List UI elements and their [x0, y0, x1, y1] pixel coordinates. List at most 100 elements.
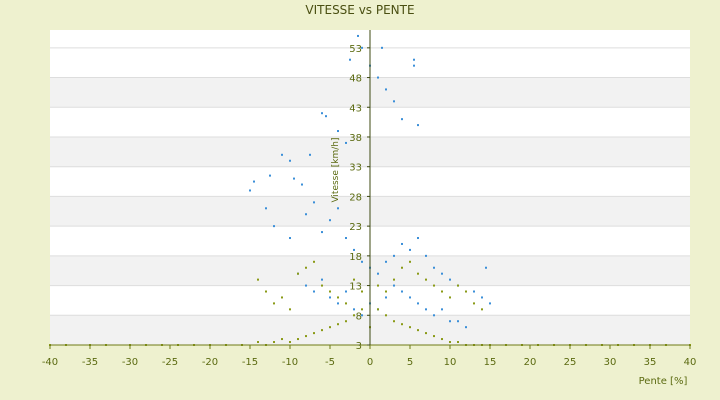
- scatter-point: [401, 266, 403, 269]
- y-tick-label: 43: [349, 103, 362, 114]
- scatter-point: [417, 272, 419, 275]
- scatter-point: [417, 329, 419, 332]
- scatter-point: [441, 272, 443, 275]
- scatter-point: [449, 278, 451, 281]
- scatter-point: [417, 237, 419, 240]
- scatter-point: [433, 266, 435, 269]
- scatter-point: [349, 58, 351, 61]
- scatter-point: [441, 290, 443, 293]
- scatter-point: [321, 112, 323, 115]
- scatter-point: [377, 308, 379, 311]
- x-tick-label: 35: [644, 357, 657, 368]
- scatter-point: [401, 290, 403, 293]
- scatter-point: [481, 296, 483, 299]
- scatter-point: [457, 284, 459, 287]
- scatter-point: [473, 302, 475, 305]
- scatter-point: [457, 320, 459, 323]
- scatter-point: [449, 320, 451, 323]
- y-tick-label: 8: [356, 311, 362, 322]
- x-tick-label: 5: [407, 357, 413, 368]
- scatter-point: [449, 341, 451, 344]
- scatter-point: [361, 290, 363, 293]
- scatter-point: [345, 237, 347, 240]
- x-tick-label: -35: [82, 357, 98, 368]
- scatter-point: [305, 266, 307, 269]
- scatter-point: [329, 296, 331, 299]
- scatter-point: [281, 296, 283, 299]
- scatter-point: [321, 278, 323, 281]
- y-tick-label: 33: [349, 163, 362, 174]
- x-tick-label: -40: [42, 357, 58, 368]
- scatter-point: [393, 278, 395, 281]
- y-tick-label: 28: [349, 192, 362, 203]
- scatter-point: [401, 323, 403, 326]
- scatter-point: [377, 272, 379, 275]
- scatter-point: [393, 320, 395, 323]
- scatter-point: [337, 130, 339, 133]
- scatter-point: [305, 213, 307, 216]
- y-axis-label: Vitesse [km/h]: [331, 137, 341, 202]
- scatter-point: [425, 278, 427, 281]
- scatter-point: [329, 290, 331, 293]
- scatter-point: [433, 335, 435, 338]
- scatter-point: [409, 326, 411, 329]
- x-tick-label: -20: [202, 357, 218, 368]
- scatter-point: [385, 290, 387, 293]
- scatter-point: [409, 248, 411, 251]
- scatter-point: [465, 290, 467, 293]
- scatter-point: [297, 338, 299, 341]
- scatter-point: [361, 46, 363, 49]
- scatter-point: [309, 153, 311, 156]
- scatter-point: [273, 225, 275, 228]
- y-tick-label: 38: [349, 133, 362, 144]
- scatter-point: [377, 284, 379, 287]
- scatter-point: [265, 290, 267, 293]
- y-tick-label: 3: [356, 341, 362, 352]
- scatter-point: [409, 296, 411, 299]
- scatter-point: [393, 284, 395, 287]
- scatter-point: [329, 326, 331, 329]
- scatter-point: [357, 34, 359, 37]
- scatter-point: [353, 314, 355, 317]
- scatter-point: [257, 278, 259, 281]
- scatter-point: [433, 284, 435, 287]
- scatter-point: [249, 189, 251, 192]
- scatter-point: [337, 207, 339, 210]
- x-tick-label: 30: [604, 357, 617, 368]
- scatter-point: [449, 296, 451, 299]
- scatter-point: [413, 58, 415, 61]
- scatter-point: [417, 124, 419, 127]
- x-tick-label: -5: [325, 357, 335, 368]
- scatter-point: [457, 341, 459, 344]
- scatter-point: [321, 231, 323, 234]
- scatter-point: [353, 248, 355, 251]
- y-tick-label: 23: [349, 222, 362, 233]
- scatter-point: [425, 332, 427, 335]
- scatter-point: [377, 76, 379, 79]
- scatter-point: [289, 308, 291, 311]
- scatter-point: [289, 341, 291, 344]
- scatter-point: [345, 320, 347, 323]
- x-tick-label: 20: [524, 357, 537, 368]
- scatter-point: [297, 272, 299, 275]
- scatter-point: [301, 183, 303, 186]
- scatter-point: [329, 219, 331, 222]
- scatter-point: [321, 284, 323, 287]
- scatter-point: [293, 177, 295, 180]
- x-tick-label: -30: [122, 357, 138, 368]
- scatter-point: [313, 332, 315, 335]
- scatter-point: [345, 290, 347, 293]
- scatter-point: [273, 341, 275, 344]
- scatter-point: [281, 338, 283, 341]
- scatter-point: [337, 296, 339, 299]
- scatter-point: [361, 308, 363, 311]
- scatter-point: [313, 260, 315, 263]
- scatter-point: [473, 290, 475, 293]
- scatter-point: [273, 302, 275, 305]
- scatter-point: [257, 341, 259, 344]
- scatter-point: [305, 335, 307, 338]
- x-tick-label: 15: [484, 357, 497, 368]
- y-tick-label: 48: [349, 74, 362, 85]
- scatter-point: [441, 338, 443, 341]
